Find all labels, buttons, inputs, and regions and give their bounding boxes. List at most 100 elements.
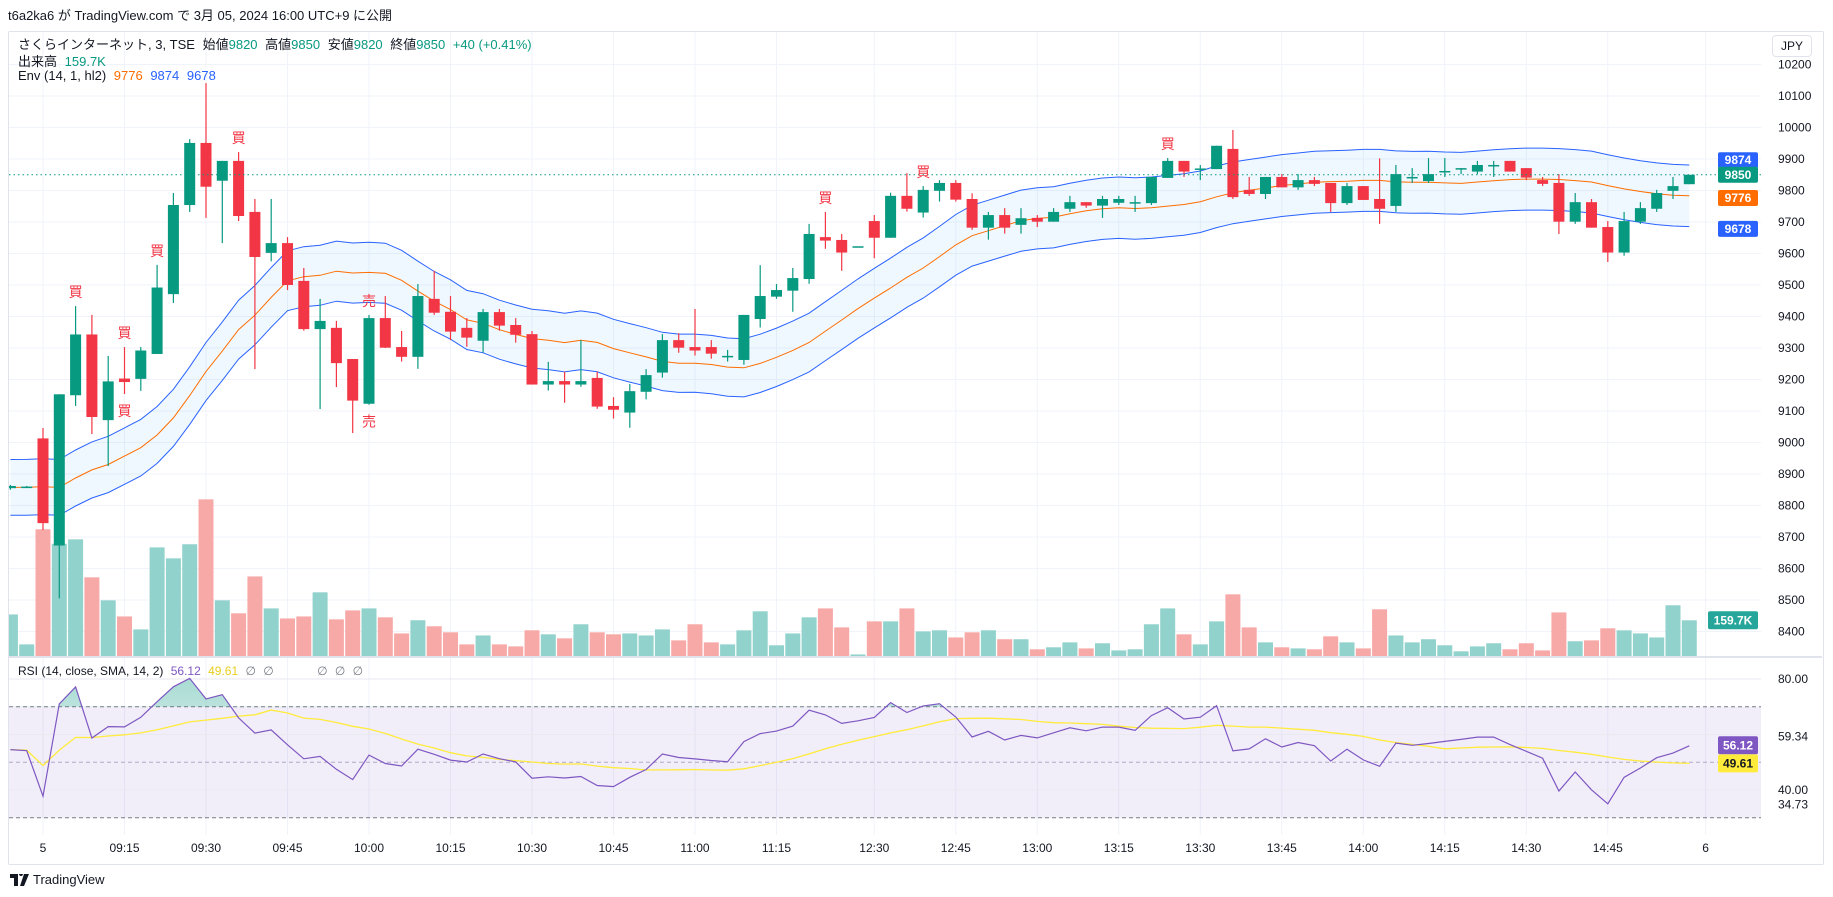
candle-body [771,290,782,297]
volume-bar [1290,648,1306,656]
volume-bar [801,617,817,656]
volume-bar [1453,651,1469,656]
candlesticks [9,83,1761,599]
volume-bar [149,547,165,656]
volume-bar [1681,620,1697,656]
volume-bar [671,640,687,656]
volume-bar [1176,634,1192,656]
na-icon: ∅ [317,664,328,678]
envelope-label: Env (14, 1, hl2) [18,68,107,83]
time-tick-label: 10:30 [517,841,547,855]
volume-legend[interactable]: 出来高 159.7K [18,51,110,70]
rsi-line [10,677,1690,805]
candle-body [151,287,163,354]
volume-bar [850,654,866,656]
volume-bar [491,644,507,656]
time-tick-label: 10:00 [354,841,384,855]
envelope-legend[interactable]: Env (14, 1, hl2) 9776 9874 9678 [18,68,220,83]
candle-body [135,350,147,379]
candle-body [1325,182,1337,204]
signal-marker-buy: 買 [818,190,832,206]
candle-body [396,347,408,357]
volume-value: 159.7K [64,54,106,69]
candle-body [493,312,505,326]
open-label: 始値 [202,37,229,52]
price-tick-label: 9500 [1778,278,1805,292]
volume-bar [1535,650,1551,656]
candle-body [1439,170,1451,173]
candle-body [934,182,945,191]
candle-body [37,438,49,524]
candle-body [1129,202,1141,204]
currency-button[interactable]: JPY [1772,35,1812,57]
rsi-legend[interactable]: RSI (14, close, SMA, 14, 2) 56.12 49.61 … [18,664,367,678]
low-value: 9820 [353,37,383,52]
candle-body [673,340,685,348]
candle-body [1080,202,1092,206]
candle-body [1341,186,1353,204]
volume-bar [280,618,295,656]
candle-body [526,334,538,385]
signal-marker-buy: 買 [118,403,132,419]
volume-bar [1600,628,1616,656]
rsi-tick-label: 59.34 [1778,729,1808,743]
symbol-name[interactable]: さくらインターネット, 3, TSE [18,37,195,52]
volume-bar [834,627,850,656]
candle-body [1211,145,1223,170]
time-tick-label: 09:15 [109,841,139,855]
candle-body [1520,168,1532,178]
volume-bar [622,633,638,656]
envelope-indicator [10,147,1690,516]
price-tick-label: 10200 [1778,58,1812,72]
candle-body [314,320,326,330]
publish-info: t6a2ka6 が TradingView.com で 3月 05, 2024 … [8,8,393,23]
time-tick-label: 10:45 [598,841,628,855]
candle-body [1667,186,1679,191]
candle-body [1586,202,1597,228]
candle-body [461,327,473,338]
signal-marker-sell: 売 [362,414,376,430]
envelope-lower-value: 9678 [186,68,216,83]
candle-body [1471,164,1483,172]
price-tick-label: 9300 [1778,341,1805,355]
candle-body [1031,217,1043,222]
volume-bar [573,624,589,656]
candle-body [1618,221,1630,253]
time-tick-label: 11:15 [762,841,791,855]
close-value: 9850 [416,37,446,52]
candle-body [1423,174,1434,182]
tradingview-logo[interactable]: TradingView [10,872,105,887]
candle-body [1406,176,1418,179]
volume-bar [736,630,752,656]
tradingview-logo-icon [10,873,29,886]
candle-body [640,375,652,392]
time-tick-label: 12:30 [859,841,889,855]
volume-bar [769,645,784,656]
candle-body [559,381,571,385]
volume-bar [899,608,915,656]
price-tick-label: 9200 [1778,373,1805,387]
time-tick-label: 14:00 [1348,841,1378,855]
volume-bar [1437,645,1453,656]
time-tick-label: 5 [40,841,47,855]
candle-body [1097,199,1108,206]
signal-marker-sell: 売 [362,293,376,309]
volume-bar [1209,621,1225,656]
candle-body [167,204,179,295]
candle-body [119,378,130,383]
volume-bar [328,619,344,656]
time-tick-label: 09:45 [272,841,302,855]
candle-body [1113,199,1125,203]
candle-body [836,239,848,253]
volume-bar [638,635,654,656]
volume-bar [720,644,736,656]
volume-bar [1632,633,1648,656]
candle-body [1455,168,1467,170]
volume-bar [1421,639,1436,656]
price-tick-label: 9400 [1778,310,1805,324]
volume-bar [1013,639,1029,656]
candle-body [347,359,359,401]
price-badge-label: 9678 [1725,222,1752,236]
